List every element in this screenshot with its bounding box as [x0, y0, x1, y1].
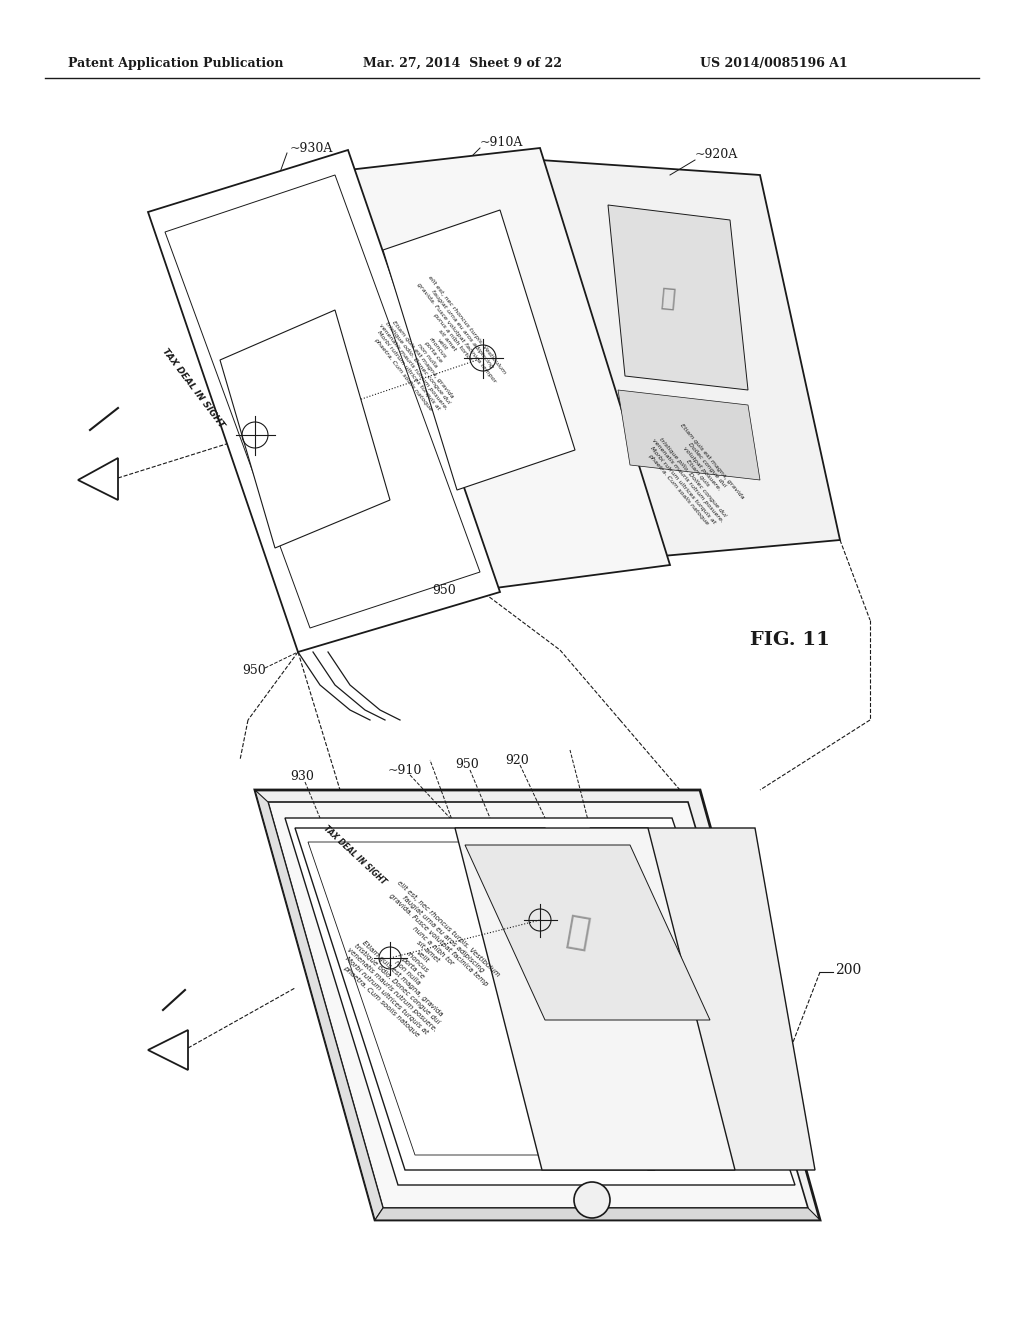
Polygon shape [618, 389, 760, 480]
Text: Mar. 27, 2014  Sheet 9 of 22: Mar. 27, 2014 Sheet 9 of 22 [362, 57, 562, 70]
Polygon shape [148, 1030, 188, 1071]
Polygon shape [608, 205, 748, 389]
Polygon shape [255, 789, 383, 1220]
Text: 950: 950 [455, 759, 479, 771]
Polygon shape [455, 828, 735, 1170]
Text: ~930A: ~930A [290, 141, 334, 154]
Text: 930: 930 [290, 771, 314, 784]
Text: elit est, nec rhoncus turpis. Vestibulum
faugiat urna eu aros adipiscing
gravida: elit est, nec rhoncus turpis. Vestibulum… [362, 275, 507, 425]
Polygon shape [148, 150, 500, 652]
Text: 人: 人 [563, 911, 593, 953]
Text: 人: 人 [659, 285, 677, 310]
Text: ~910: ~910 [388, 763, 422, 776]
Polygon shape [285, 818, 795, 1185]
Polygon shape [540, 160, 840, 560]
Polygon shape [348, 148, 670, 590]
Polygon shape [268, 803, 808, 1208]
Text: US 2014/0085196 A1: US 2014/0085196 A1 [700, 57, 848, 70]
Text: ~910A: ~910A [480, 136, 523, 149]
Polygon shape [375, 1208, 820, 1220]
Text: 950: 950 [242, 664, 266, 676]
Polygon shape [295, 828, 655, 1170]
Polygon shape [255, 789, 820, 1220]
Text: FIG. 11: FIG. 11 [750, 631, 829, 649]
Text: elit est, nec rhoncus turpis. Vestibulum
faugiat urna eu aros adipiscing
gravida: elit est, nec rhoncus turpis. Vestibulum… [329, 879, 501, 1051]
Text: Etiam quis est magna, gravida
Dollec congue dui
volutpat posuere.
Etiam quis
tri: Etiam quis est magna, gravida Dollec con… [642, 418, 749, 532]
Polygon shape [383, 210, 575, 490]
Polygon shape [165, 176, 480, 628]
Polygon shape [308, 842, 638, 1155]
Text: TAX DEAL IN SIGHT: TAX DEAL IN SIGHT [322, 824, 388, 886]
Polygon shape [220, 310, 390, 548]
Text: 200: 200 [835, 964, 861, 977]
Text: ~920A: ~920A [695, 149, 738, 161]
Circle shape [574, 1181, 610, 1218]
Text: Patent Application Publication: Patent Application Publication [68, 57, 284, 70]
Polygon shape [78, 458, 118, 500]
Polygon shape [465, 845, 710, 1020]
Text: 920: 920 [505, 754, 528, 767]
Text: TAX DEAL IN SIGHT: TAX DEAL IN SIGHT [160, 347, 225, 429]
Text: 950: 950 [432, 583, 456, 597]
Polygon shape [590, 828, 815, 1170]
